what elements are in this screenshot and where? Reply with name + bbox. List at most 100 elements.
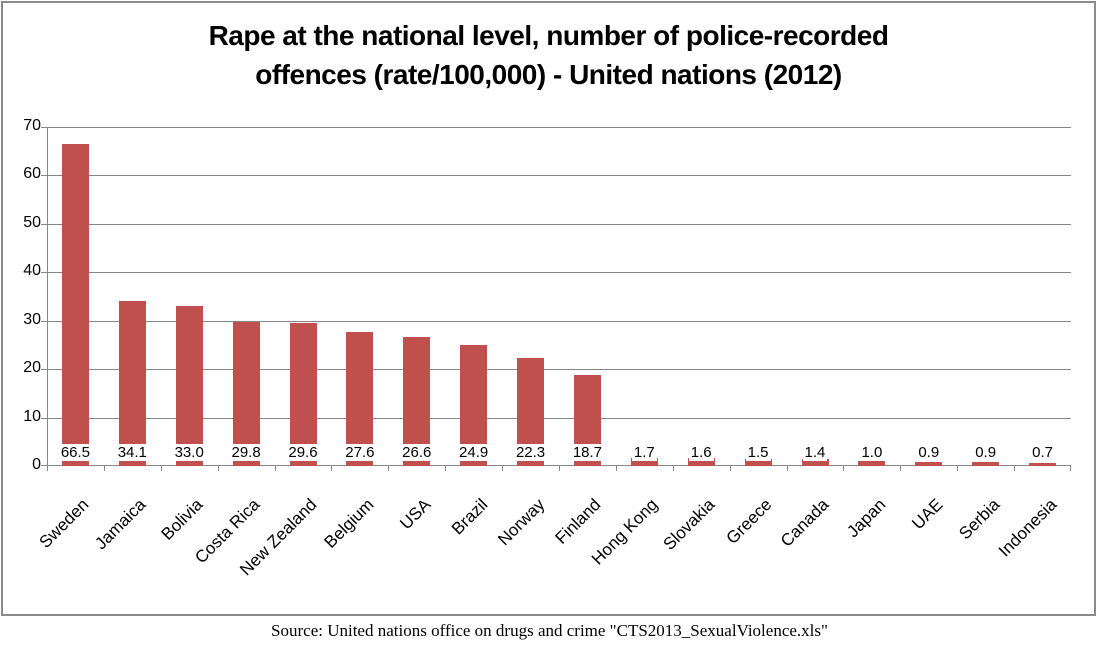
value-label-text: 0.7 [1030,444,1055,461]
value-label-text: 24.9 [457,444,491,461]
value-label: 18.7 [559,444,616,461]
y-axis-tick [41,320,47,322]
gridline [48,175,1071,177]
bar [1029,462,1057,466]
value-label: 0.9 [900,444,957,461]
y-axis-tick [41,127,47,128]
value-label-text: 27.6 [343,444,377,461]
x-axis-tick [843,466,844,471]
y-axis-tick [41,223,47,225]
value-label: 1.5 [730,444,787,461]
y-axis-tick [41,175,47,177]
y-tick-label: 50 [23,213,41,231]
value-label: 29.6 [275,444,332,461]
value-label: 26.6 [388,444,445,461]
bar [801,459,829,466]
bar [346,332,374,466]
y-axis-line [47,127,48,466]
x-axis-line [47,465,1071,466]
y-tick-label: 0 [32,456,41,473]
gridline [48,127,1071,128]
gridline [48,223,1071,225]
y-tick-label: 10 [23,407,41,425]
x-axis-tick [104,466,105,471]
value-label-text: 26.6 [400,444,434,461]
value-label-text: 1.0 [859,444,885,461]
source-caption: Source: United nations office on drugs a… [271,621,828,640]
value-label-text: 34.1 [115,444,149,461]
x-axis-tick [218,466,219,471]
value-label-text: 1.7 [631,444,657,461]
value-label: 22.3 [502,444,559,461]
x-axis-tick [559,466,560,471]
value-label: 33.0 [161,444,218,461]
value-label: 1.6 [673,444,730,461]
bar [744,458,772,466]
value-label-text: 1.6 [688,444,714,461]
value-label-text: 33.0 [172,444,206,461]
x-axis-tick [502,466,503,471]
x-axis-tick [673,466,674,471]
chart-title: Rape at the national level, number of po… [3,16,1094,94]
value-label: 1.7 [616,444,673,461]
bar [972,461,1000,466]
value-label-text: 22.3 [513,444,548,461]
value-label: 66.5 [47,444,104,461]
bar [61,143,89,466]
bar [118,300,146,466]
value-label-text: 29.6 [286,444,320,461]
x-axis-tick [1014,466,1015,471]
bar [630,457,658,466]
x-axis-tick [388,466,389,471]
y-tick-label: 40 [23,262,41,280]
x-axis-tick [47,466,48,471]
bar [858,461,886,466]
y-tick-label: 20 [23,359,41,377]
y-axis-tick [41,417,47,419]
bar [915,461,943,466]
x-axis-tick [331,466,332,471]
value-label: 0.9 [957,444,1014,461]
value-label-text: 0.9 [916,444,942,461]
chart-frame: Rape at the national level, number of po… [1,1,1096,616]
y-axis-tick [41,369,47,371]
x-axis-tick [900,466,901,471]
value-label-text: 66.5 [58,444,93,461]
x-axis-tick [616,466,617,471]
plot-area: 66.5 34.1 33.0 29.8 29.6 27.6 26.6 24.9 22.3 18.7… [41,127,1071,471]
bar [289,322,317,466]
y-tick-label: 60 [23,165,41,183]
value-label: 1.4 [787,444,844,461]
bar [232,321,260,466]
y-tick-label: 70 [23,117,41,134]
x-axis-tick [730,466,731,471]
gridline [48,417,1071,419]
x-axis-tick [275,466,276,471]
value-label-text: 1.5 [745,444,771,461]
x-axis-tick [445,466,446,471]
x-axis-tick [161,466,162,471]
value-label: 27.6 [331,444,388,461]
bar [175,306,203,466]
bar [687,458,715,466]
y-axis-tick [41,272,47,274]
value-label-text: 18.7 [570,444,605,461]
chart-title-line1: Rape at the national level, number of po… [208,20,889,51]
value-label: 24.9 [445,444,502,461]
value-label: 29.8 [218,444,275,461]
value-label: 0.7 [1014,444,1071,461]
gridline [48,369,1071,371]
value-label: 1.0 [843,444,900,461]
value-label: 34.1 [104,444,161,461]
value-label-text: 0.9 [973,444,999,461]
x-axis-tick [1070,466,1071,471]
value-label-text: 29.8 [229,444,263,461]
gridline [48,272,1071,274]
gridline [48,320,1071,322]
x-axis-tick [787,466,788,471]
value-label-text: 1.4 [802,444,828,461]
y-tick-label: 30 [23,310,41,328]
chart-title-line2: offences (rate/100,000) - United nations… [255,59,842,90]
x-axis-tick [957,466,958,471]
